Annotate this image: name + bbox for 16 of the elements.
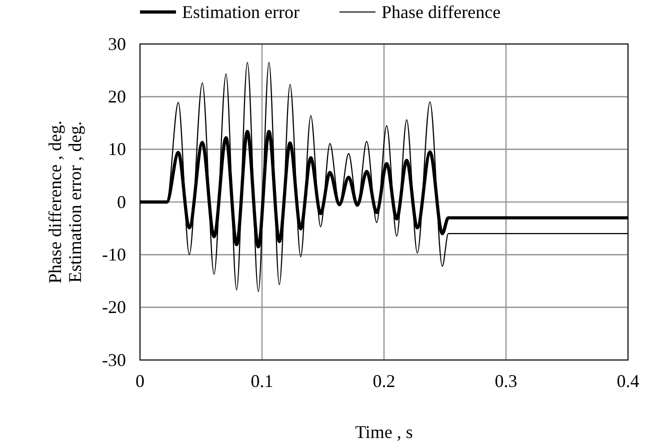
y-tick-label: -10: [102, 244, 126, 264]
y-axis-title: Phase difference , deg. Estimation error , deg.: [45, 120, 85, 284]
y-tick-label: 30: [108, 34, 126, 54]
legend-label: Estimation error: [182, 2, 300, 22]
y-tick-label: 0: [117, 192, 126, 212]
y-tick-label: -30: [102, 350, 126, 370]
x-axis-title: Time , s: [355, 422, 413, 442]
y-tick-label: -20: [102, 297, 126, 318]
x-tick-label: 0.3: [494, 370, 518, 391]
x-tick-label: 0: [136, 370, 144, 391]
x-tick-label: 0.4: [616, 370, 640, 391]
x-tick-label: 0.1: [250, 370, 274, 391]
x-tick-label: 0.2: [372, 370, 396, 391]
y-tick-label: 10: [108, 139, 126, 160]
legend-label: Phase difference: [381, 2, 501, 22]
y-tick-label: 20: [108, 86, 126, 106]
